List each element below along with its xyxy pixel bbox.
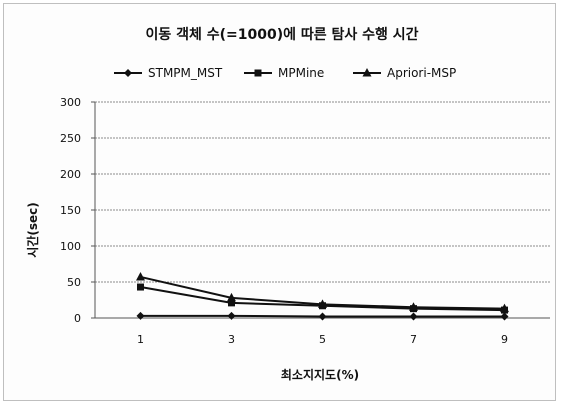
legend-label: Apriori-MSP — [387, 66, 456, 80]
series-layer — [136, 271, 509, 321]
y-axis-label: 시간(sec) — [25, 202, 40, 257]
chart-title: 이동 객체 수(=1000)에 따른 탐사 수행 시간 — [145, 26, 418, 43]
x-axis-ticks: 1 3 5 7 9 — [137, 333, 508, 346]
y-tick-label: 200 — [60, 168, 81, 181]
data-point — [136, 311, 145, 320]
data-point — [318, 299, 327, 308]
legend-marker — [254, 69, 262, 77]
data-point — [137, 283, 144, 291]
data-point — [227, 311, 236, 320]
gridlines — [91, 101, 550, 319]
x-tick-label: 7 — [410, 333, 417, 346]
legend-item: Apriori-MSP — [353, 66, 456, 80]
y-tick-label: 250 — [60, 132, 81, 145]
data-point — [136, 271, 145, 281]
legend-item: STMPM_MST — [114, 66, 223, 80]
series-stmpm-mst — [136, 311, 509, 321]
x-axis-label: 최소지지도(%) — [281, 367, 359, 382]
legend-marker — [124, 69, 132, 77]
legend: STMPM_MST MPMine Apriori-MSP — [114, 66, 456, 80]
data-point — [409, 312, 418, 321]
y-tick-label: 300 — [60, 96, 81, 109]
x-tick-label: 5 — [319, 333, 326, 346]
series-apriori-msp — [136, 271, 509, 313]
x-tick-label: 3 — [228, 333, 235, 346]
y-tick-label: 150 — [60, 204, 81, 217]
legend-item: MPMine — [244, 66, 324, 80]
x-tick-label: 9 — [501, 333, 508, 346]
y-tick-label: 0 — [74, 312, 81, 325]
legend-label: MPMine — [278, 66, 324, 80]
legend-marker — [362, 68, 372, 77]
data-point — [409, 302, 418, 311]
x-tick-label: 1 — [137, 333, 144, 346]
data-point — [228, 299, 235, 307]
data-point — [500, 303, 509, 313]
data-point — [227, 292, 236, 302]
data-point — [500, 312, 509, 321]
data-point — [318, 312, 327, 321]
y-tick-label: 50 — [67, 276, 81, 289]
y-tick-label: 100 — [60, 240, 81, 253]
y-axis-ticks: 0 50 100 150 200 250 300 — [60, 96, 81, 325]
legend-label: STMPM_MST — [148, 66, 223, 80]
